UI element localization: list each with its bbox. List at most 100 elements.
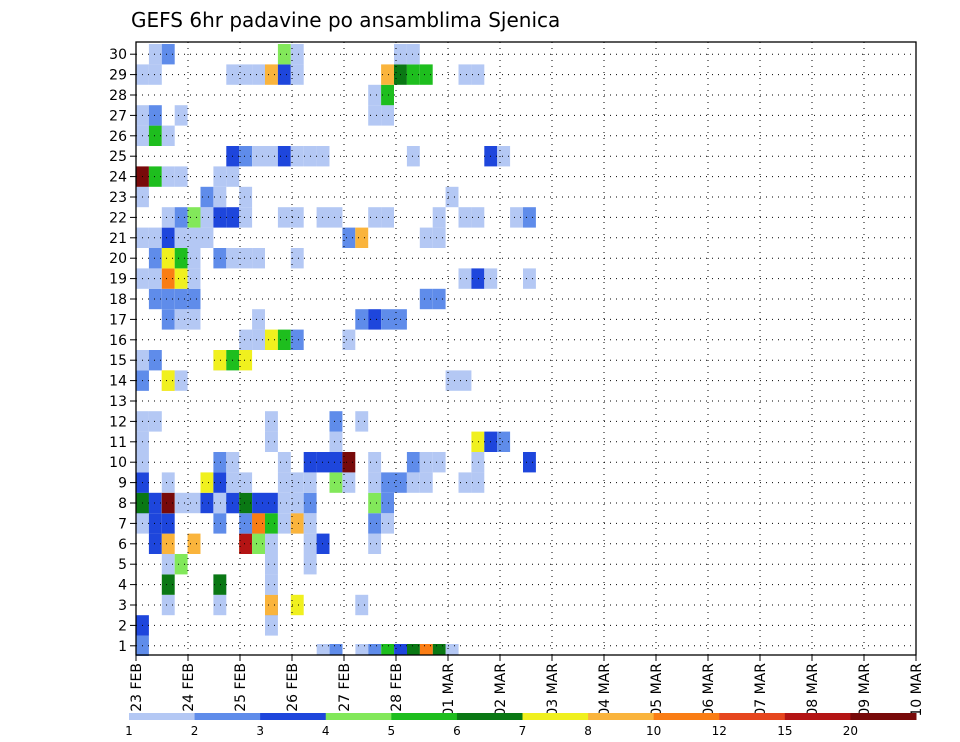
heatmap-cell xyxy=(368,472,382,493)
heatmap-cell xyxy=(213,207,227,228)
heatmap-cell xyxy=(239,186,253,208)
y-tick-label: 27 xyxy=(109,108,127,124)
x-tick-label: 02 MAR xyxy=(493,663,509,717)
colorbar-segment xyxy=(653,713,720,720)
heatmap-cell xyxy=(458,472,472,493)
heatmap-cell xyxy=(471,268,485,289)
heatmap-cell xyxy=(161,207,175,228)
heatmap-cell xyxy=(290,513,304,534)
colorbar-segment xyxy=(194,713,261,720)
heatmap-cell xyxy=(187,248,201,269)
heatmap-cell xyxy=(174,268,188,289)
y-tick-label: 5 xyxy=(118,557,127,573)
heatmap-cell xyxy=(161,166,175,187)
heatmap-cells xyxy=(136,44,536,656)
heatmap-cell xyxy=(174,554,188,575)
heatmap-cell xyxy=(471,472,485,493)
heatmap-cell xyxy=(329,644,343,655)
chart-title: GEFS 6hr padavine po ansamblima Sjenica xyxy=(131,8,560,32)
heatmap-cell xyxy=(368,513,382,534)
heatmap-cell xyxy=(187,288,201,310)
heatmap-cell xyxy=(161,248,175,269)
heatmap-cell xyxy=(200,186,214,208)
colorbar-segment xyxy=(850,713,917,720)
heatmap-cell xyxy=(239,350,253,371)
y-tick-label: 23 xyxy=(109,190,127,206)
heatmap-cell xyxy=(213,472,227,493)
heatmap-cell xyxy=(290,64,304,85)
heatmap-cell xyxy=(290,472,304,493)
heatmap-cell xyxy=(381,84,394,106)
heatmap-cell xyxy=(265,513,278,534)
heatmap-cell xyxy=(213,574,227,595)
y-tick-label: 7 xyxy=(118,516,127,532)
heatmap-cell xyxy=(277,146,291,167)
heatmap-cell xyxy=(419,644,433,655)
heatmap-cell xyxy=(290,146,304,167)
heatmap-cell xyxy=(277,513,291,534)
heatmap-cell xyxy=(419,472,433,493)
y-tick-label: 22 xyxy=(109,210,127,226)
y-tick-label: 4 xyxy=(118,578,127,594)
y-tick-label: 1 xyxy=(118,639,127,655)
heatmap-cell xyxy=(148,411,162,432)
heatmap-cell xyxy=(265,146,278,167)
heatmap-cell xyxy=(394,644,407,655)
heatmap-cell xyxy=(148,268,162,289)
y-tick-label: 9 xyxy=(118,476,127,492)
x-tick-label: 10 MAR xyxy=(909,663,925,717)
colorbar: 1 2 3 4 5 6 7 8 10 12 15 20 xyxy=(125,713,917,738)
colorbar-segment xyxy=(522,713,589,720)
colorbar-label: 4 xyxy=(322,724,330,738)
heatmap-cell xyxy=(148,248,162,269)
heatmap-cell xyxy=(174,207,188,228)
heatmap-cell xyxy=(239,146,253,167)
heatmap-cell xyxy=(342,452,356,473)
heatmap-cell xyxy=(316,533,330,554)
heatmap-cell xyxy=(161,370,175,391)
heatmap-cell xyxy=(406,452,420,473)
heatmap-cell xyxy=(471,207,485,228)
heatmap-cell xyxy=(523,207,536,228)
heatmap-cell xyxy=(355,644,369,655)
heatmap-cell xyxy=(187,492,201,514)
heatmap-cell xyxy=(174,248,188,269)
x-tick-label: 05 MAR xyxy=(649,663,665,717)
heatmap-cell xyxy=(265,64,278,85)
heatmap-cell xyxy=(213,186,227,208)
heatmap-cell xyxy=(265,574,278,595)
heatmap-cell xyxy=(213,248,227,269)
y-tick-label: 24 xyxy=(109,170,127,186)
heatmap-cell xyxy=(329,207,343,228)
x-tick-label: 08 MAR xyxy=(805,663,821,717)
heatmap-cell xyxy=(445,644,459,655)
y-tick-label: 28 xyxy=(109,88,127,104)
heatmap-cell xyxy=(432,207,446,228)
y-tick-label: 29 xyxy=(109,68,127,84)
colorbar-label: 2 xyxy=(191,724,199,738)
heatmap-cell xyxy=(458,207,472,228)
colorbar-segment xyxy=(719,713,786,720)
heatmap-cell xyxy=(355,227,369,248)
heatmap-cell xyxy=(252,513,265,534)
heatmap-cell xyxy=(290,492,304,514)
heatmap-cell xyxy=(342,227,356,248)
colorbar-segment xyxy=(129,713,196,720)
y-tick-label: 10 xyxy=(109,455,127,471)
heatmap-cell xyxy=(368,84,382,106)
heatmap-cell xyxy=(290,594,304,616)
heatmap-cell xyxy=(148,105,162,126)
heatmap-cell xyxy=(161,594,175,616)
heatmap-cell xyxy=(265,329,278,350)
y-tick-label: 13 xyxy=(109,394,127,410)
heatmap-cell xyxy=(239,248,253,269)
y-tick-label: 16 xyxy=(109,333,127,349)
heatmap-cell xyxy=(213,166,227,187)
heatmap-cell xyxy=(174,166,188,187)
heatmap-cell xyxy=(148,288,162,310)
heatmap-cell xyxy=(355,594,369,616)
x-tick-label: 26 FEB xyxy=(285,663,301,712)
heatmap-cell xyxy=(161,125,175,146)
heatmap-cell xyxy=(355,411,369,432)
